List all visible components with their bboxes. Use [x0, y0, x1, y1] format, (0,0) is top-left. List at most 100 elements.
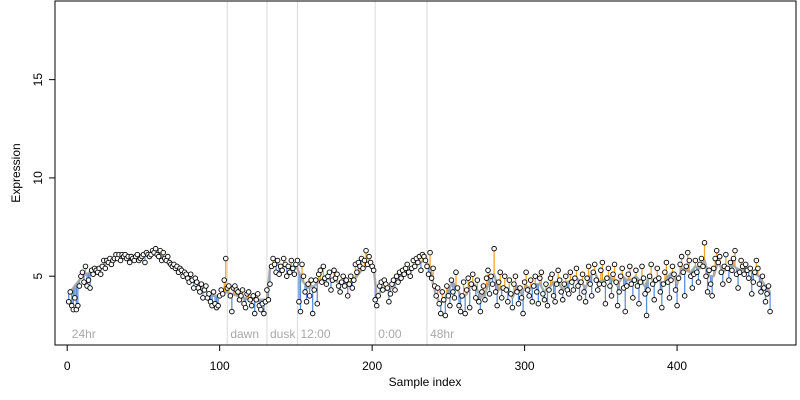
data-point	[229, 308, 235, 315]
data-point	[575, 283, 581, 289]
data-point	[659, 304, 665, 311]
data-point	[215, 302, 221, 309]
data-point	[683, 263, 689, 270]
data-point	[619, 265, 625, 272]
data-point	[473, 295, 479, 301]
data-point	[445, 293, 452, 299]
data-point	[486, 291, 493, 297]
data-point	[509, 304, 516, 311]
data-point	[462, 310, 468, 317]
data-point	[287, 269, 293, 276]
data-point	[581, 289, 587, 295]
data-point	[495, 279, 502, 285]
data-point	[494, 302, 500, 309]
data-point	[227, 293, 234, 299]
data-point	[576, 295, 583, 301]
data-point	[442, 312, 449, 319]
data-point	[428, 275, 435, 281]
data-point	[463, 287, 470, 293]
data-point	[605, 265, 612, 272]
data-point	[319, 279, 325, 285]
data-point	[384, 285, 391, 291]
data-point	[450, 289, 456, 295]
data-point	[730, 255, 737, 262]
phase-label: 0:00	[378, 327, 402, 341]
data-point	[559, 297, 566, 303]
data-point	[459, 293, 465, 299]
data-point	[614, 302, 621, 309]
data-point	[761, 285, 767, 291]
data-point	[706, 267, 712, 274]
data-point	[672, 287, 679, 293]
data-point	[422, 257, 429, 264]
data-point	[454, 285, 461, 291]
data-point	[250, 293, 256, 299]
x-tick-label: 300	[515, 359, 535, 373]
data-point	[558, 289, 564, 295]
x-tick-label: 100	[210, 359, 230, 373]
data-point	[67, 289, 73, 295]
data-point	[477, 308, 484, 315]
data-point	[331, 267, 337, 274]
data-point	[666, 295, 673, 301]
data-point	[593, 277, 600, 283]
data-point	[344, 293, 351, 299]
data-point	[306, 293, 313, 299]
data-point	[341, 283, 348, 289]
data-point	[567, 269, 574, 276]
data-point	[611, 261, 618, 268]
data-point	[749, 291, 755, 297]
data-point	[689, 285, 696, 291]
data-point	[335, 283, 342, 289]
data-point	[741, 271, 747, 277]
x-axis-title: Sample index	[389, 375, 462, 389]
data-point	[675, 275, 682, 281]
data-point	[285, 263, 292, 270]
data-point	[470, 271, 476, 277]
data-point	[684, 249, 691, 256]
data-point	[752, 269, 758, 276]
data-point	[482, 297, 488, 303]
data-points	[65, 240, 773, 319]
data-point	[489, 281, 496, 287]
data-point	[526, 293, 532, 299]
data-point	[82, 263, 89, 270]
data-point	[538, 269, 545, 276]
data-point	[631, 277, 638, 283]
data-point	[544, 302, 551, 309]
data-point	[203, 283, 209, 289]
data-point	[194, 279, 200, 285]
data-point	[608, 293, 615, 299]
data-point	[753, 257, 760, 264]
data-point	[692, 257, 699, 264]
phase-label: dusk	[270, 327, 296, 341]
data-point	[651, 297, 657, 303]
data-point	[604, 275, 610, 281]
data-point	[290, 265, 296, 272]
data-point	[308, 277, 314, 283]
data-point	[508, 291, 514, 297]
data-point	[698, 255, 705, 262]
data-point	[588, 293, 595, 299]
data-point	[713, 247, 720, 254]
data-point	[680, 269, 686, 276]
data-point	[610, 271, 616, 277]
data-point	[724, 265, 731, 272]
data-point	[599, 259, 606, 266]
data-point	[700, 263, 706, 270]
data-point	[709, 293, 715, 299]
data-point	[701, 240, 708, 246]
phase-label: 12:00	[300, 327, 330, 341]
data-point	[488, 273, 494, 279]
data-point	[404, 261, 410, 268]
data-point	[492, 289, 499, 295]
data-point	[255, 291, 261, 297]
data-point	[602, 300, 609, 307]
data-point	[152, 245, 159, 252]
data-point	[584, 275, 590, 281]
data-point	[187, 271, 194, 277]
data-point	[627, 263, 633, 270]
data-point	[590, 269, 596, 276]
data-point	[654, 265, 661, 272]
data-point	[401, 271, 407, 277]
